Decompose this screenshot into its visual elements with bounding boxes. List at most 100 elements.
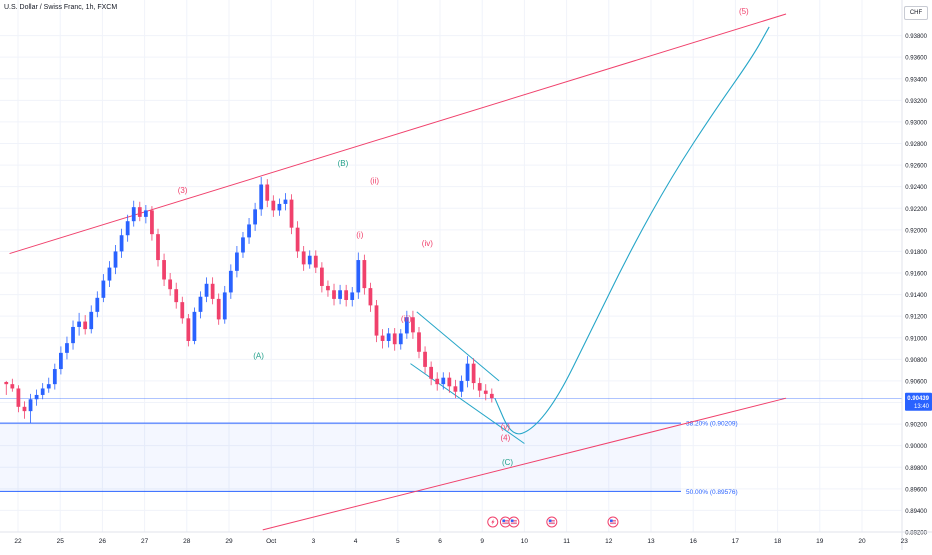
x-tick-label: 6 xyxy=(438,538,442,545)
candle-body xyxy=(326,285,330,291)
fib-level-label: 38.20% (0.90209) xyxy=(686,421,738,428)
us-flag-event-icon[interactable] xyxy=(508,516,520,528)
candle-body xyxy=(46,384,51,389)
candle-body xyxy=(350,292,355,300)
candle-body xyxy=(34,394,39,400)
candle-body xyxy=(89,311,94,330)
last-price-tag xyxy=(905,392,932,411)
currency-button[interactable]: CHF xyxy=(904,6,928,20)
candle-body xyxy=(71,326,75,344)
x-tick-label: Oct xyxy=(266,538,276,545)
x-tick-label: 17 xyxy=(732,538,740,545)
candle-body xyxy=(447,377,452,387)
fib-level-label: 50.00% (0.89576) xyxy=(686,489,738,496)
us-flag-event-icon[interactable] xyxy=(607,516,619,528)
candle-body xyxy=(40,388,45,395)
y-tick-label: 0.89800 xyxy=(905,466,927,472)
candle-body xyxy=(477,383,482,391)
candle-body xyxy=(174,289,179,303)
y-tick-label: 0.92200 xyxy=(905,207,927,213)
y-tick-label: 0.92600 xyxy=(905,164,927,170)
candle-body xyxy=(143,210,148,217)
candle-body xyxy=(156,234,160,261)
chart-title: U.S. Dollar / Swiss Franc, 1h, FXCM xyxy=(4,4,118,11)
candle-body xyxy=(186,318,191,341)
candle-body xyxy=(465,363,470,381)
candle-body xyxy=(411,317,415,333)
x-tick-label: 9 xyxy=(480,538,484,545)
wave-label: (4) xyxy=(501,433,511,442)
candle-body xyxy=(392,333,397,345)
y-tick-label: 0.92400 xyxy=(905,185,927,191)
candle-body xyxy=(368,288,373,306)
x-tick-label: 16 xyxy=(690,538,698,545)
candle-body xyxy=(362,260,367,289)
candle-body xyxy=(483,390,488,394)
wave-label: (i) xyxy=(356,230,363,239)
wave-label: (B) xyxy=(338,159,349,168)
y-tick-label: 0.90600 xyxy=(905,379,927,385)
candle-body xyxy=(404,317,409,334)
candle-body xyxy=(119,235,124,252)
candle-body xyxy=(277,203,282,211)
candle-body xyxy=(228,270,233,293)
y-tick-label: 0.93400 xyxy=(905,77,927,83)
wave-label: (5) xyxy=(739,7,749,16)
candle-body xyxy=(137,207,142,217)
y-tick-label: 0.89600 xyxy=(905,487,927,493)
candle-body xyxy=(168,279,173,290)
y-tick-label: 0.93600 xyxy=(905,56,927,62)
candle-body xyxy=(435,378,440,385)
x-tick-label: 27 xyxy=(141,538,149,545)
candle-body xyxy=(319,267,324,286)
y-tick-label: 0.89400 xyxy=(905,509,927,515)
x-tick-label: 4 xyxy=(354,538,358,545)
lower-channel-line xyxy=(262,397,787,531)
us-flag-event-icon[interactable] xyxy=(546,516,558,528)
candle-body xyxy=(52,369,57,385)
candle-body xyxy=(386,333,391,341)
y-tick-label: 0.91400 xyxy=(905,293,927,299)
candle-body xyxy=(210,283,215,299)
us-flag-event-icon[interactable] xyxy=(499,516,511,528)
y-tick-label: 0.92000 xyxy=(905,228,927,234)
wave-label: (C) xyxy=(502,458,513,467)
wave-label: (ii) xyxy=(370,176,379,185)
flash-event-icon[interactable] xyxy=(487,516,499,528)
wave-label: (3) xyxy=(178,186,188,195)
x-tick-label: 3 xyxy=(312,538,316,545)
candle-body xyxy=(417,332,421,352)
candle-body xyxy=(222,292,227,320)
y-tick-label: 0.89200 xyxy=(905,531,927,537)
candle-body xyxy=(241,237,245,253)
candle-body xyxy=(344,290,349,300)
x-tick-label: 18 xyxy=(774,538,782,545)
y-tick-label: 0.90200 xyxy=(905,423,927,429)
y-tick-label: 0.93800 xyxy=(905,34,927,40)
y-tick-label: 0.93200 xyxy=(905,99,927,105)
x-tick-label: 19 xyxy=(816,538,824,545)
candle-body xyxy=(4,381,9,385)
x-tick-label: 11 xyxy=(563,538,570,545)
candle-body xyxy=(471,363,476,384)
candle-body xyxy=(283,199,288,204)
candle-body xyxy=(289,199,294,228)
y-tick-label: 0.91600 xyxy=(905,272,927,278)
x-tick-label: 26 xyxy=(99,538,107,545)
candle-body xyxy=(65,343,69,353)
x-tick-label: 20 xyxy=(858,538,866,545)
y-tick-label: 0.90800 xyxy=(905,358,927,364)
candle-body xyxy=(198,296,203,312)
candle-body xyxy=(301,251,306,265)
candle-body xyxy=(192,311,197,341)
candle-body xyxy=(356,260,361,293)
candle-body xyxy=(307,255,312,265)
wave-label: (v) xyxy=(501,422,511,431)
candle-body xyxy=(332,290,336,299)
wedge-upper-line xyxy=(416,311,500,382)
candle-body xyxy=(295,227,300,252)
y-tick-label: 0.93000 xyxy=(905,120,927,126)
candle-body xyxy=(22,406,27,412)
